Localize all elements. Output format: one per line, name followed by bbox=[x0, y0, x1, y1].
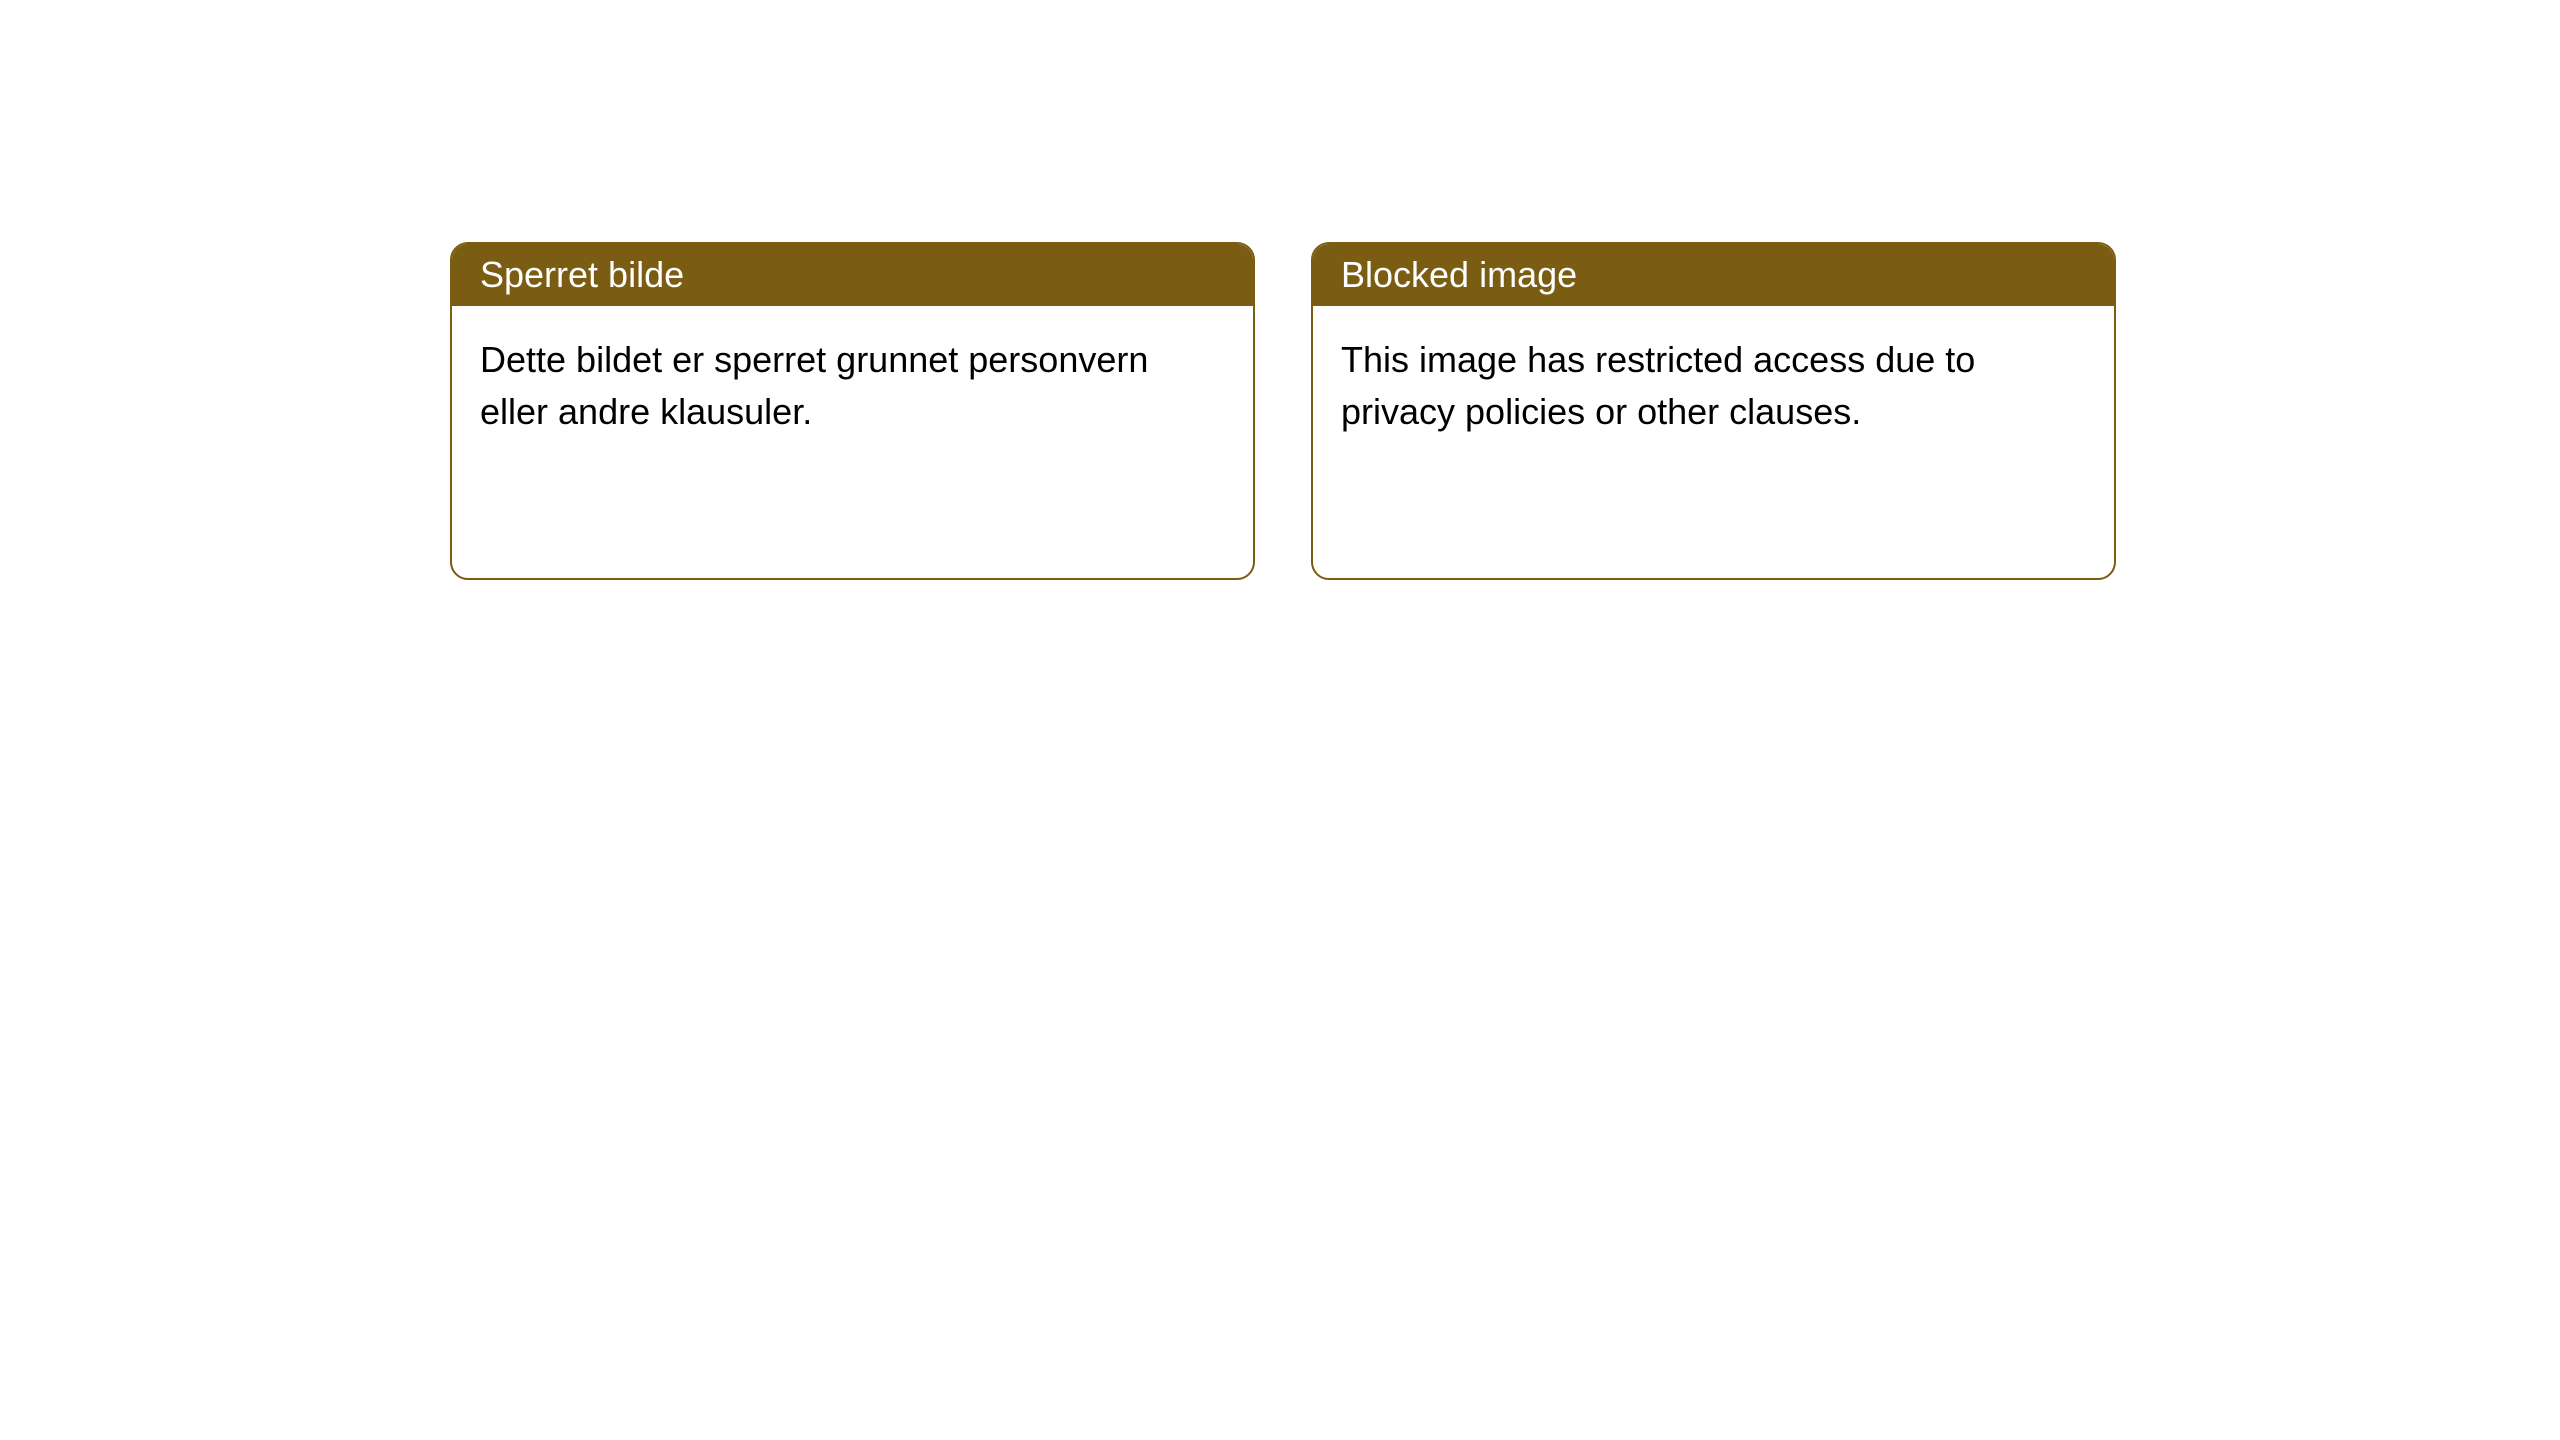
card-body-norwegian: Dette bildet er sperret grunnet personve… bbox=[452, 306, 1253, 466]
card-header-english: Blocked image bbox=[1313, 244, 2114, 306]
blocked-image-card-norwegian: Sperret bilde Dette bildet er sperret gr… bbox=[450, 242, 1255, 580]
notice-cards-container: Sperret bilde Dette bildet er sperret gr… bbox=[450, 242, 2116, 580]
card-body-english: This image has restricted access due to … bbox=[1313, 306, 2114, 466]
card-message-norwegian: Dette bildet er sperret grunnet personve… bbox=[480, 339, 1148, 432]
card-header-norwegian: Sperret bilde bbox=[452, 244, 1253, 306]
card-title-english: Blocked image bbox=[1341, 254, 1577, 296]
card-message-english: This image has restricted access due to … bbox=[1341, 339, 1975, 432]
card-title-norwegian: Sperret bilde bbox=[480, 254, 684, 296]
blocked-image-card-english: Blocked image This image has restricted … bbox=[1311, 242, 2116, 580]
